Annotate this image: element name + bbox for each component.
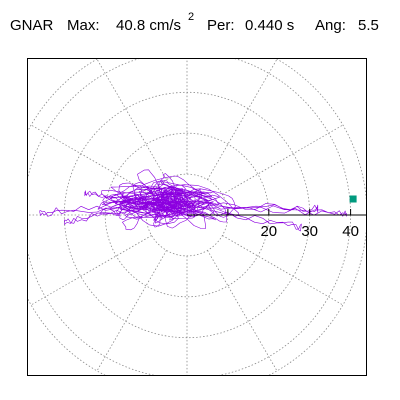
max-unit-exponent: 2 bbox=[188, 11, 195, 23]
orbit-trace bbox=[39, 169, 347, 232]
radial-tick-label: 40 bbox=[342, 223, 359, 240]
orbit-trace-path bbox=[39, 169, 347, 232]
grid-spoke bbox=[30, 124, 152, 195]
period-value: 0.440 s bbox=[245, 17, 295, 34]
polar-plot: 20 30 40 bbox=[27, 58, 367, 376]
grid-spoke bbox=[207, 250, 278, 372]
radial-tick-label: 30 bbox=[301, 223, 318, 240]
max-label: Max: bbox=[67, 17, 100, 34]
grid-spoke bbox=[207, 58, 278, 180]
period-label: Per: bbox=[207, 17, 235, 34]
radial-tick-label: 20 bbox=[260, 223, 277, 240]
plot-frame bbox=[27, 58, 367, 376]
grid-spoke bbox=[96, 58, 167, 180]
grid-spoke bbox=[30, 235, 152, 306]
peak-marker bbox=[349, 195, 357, 203]
radial-axis: 20 30 40 bbox=[187, 195, 367, 240]
station-code: GNAR bbox=[10, 17, 54, 34]
angle-value: 5.5 bbox=[358, 17, 379, 34]
grid-spoke bbox=[222, 124, 344, 195]
grid-spoke bbox=[222, 235, 344, 306]
header-bar: GNAR Max: 40.8 cm/s 2 Per: 0.440 s Ang: … bbox=[0, 0, 400, 40]
angle-label: Ang: bbox=[315, 17, 346, 34]
max-value: 40.8 cm/s bbox=[116, 17, 182, 34]
grid-spoke bbox=[96, 250, 167, 372]
